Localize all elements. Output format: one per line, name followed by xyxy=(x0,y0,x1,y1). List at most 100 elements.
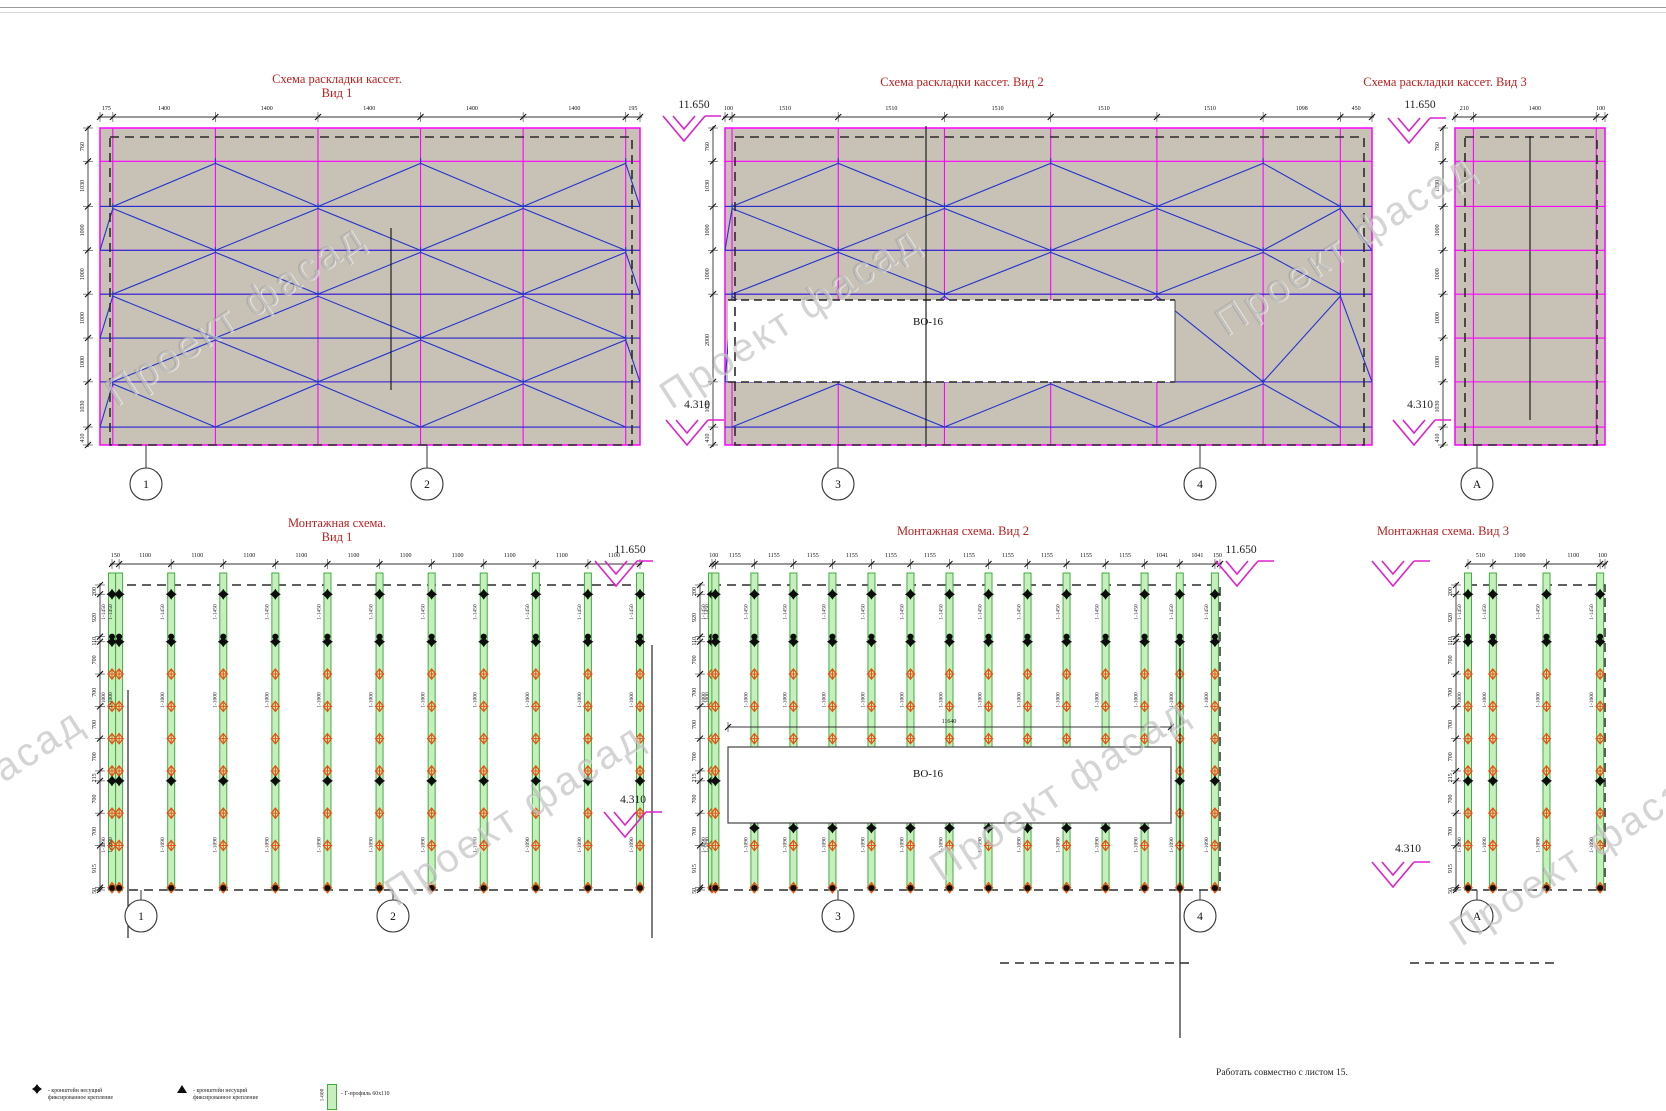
svg-text:11.650: 11.650 xyxy=(614,544,645,556)
svg-text:1030: 1030 xyxy=(705,180,711,192)
svg-text:1100: 1100 xyxy=(608,553,620,559)
svg-text:1-1090: 1-1090 xyxy=(1589,837,1595,853)
svg-text:215: 215 xyxy=(1448,773,1454,782)
svg-text:1-1000: 1-1000 xyxy=(821,692,827,708)
svg-text:1041: 1041 xyxy=(1156,553,1168,559)
svg-text:1-1450: 1-1450 xyxy=(421,604,427,620)
svg-text:175: 175 xyxy=(102,106,111,112)
svg-text:1400: 1400 xyxy=(1529,106,1541,112)
svg-text:1-1000: 1-1000 xyxy=(369,692,375,708)
svg-text:1-1450: 1-1450 xyxy=(101,604,107,620)
svg-text:1-1450: 1-1450 xyxy=(1589,604,1595,620)
title-cassette-view1: Схема раскладки кассет. Вид 1 xyxy=(272,72,402,100)
svg-text:1-1000: 1-1000 xyxy=(1589,692,1595,708)
svg-text:1-1450: 1-1450 xyxy=(212,604,218,620)
svg-text:1-1450: 1-1450 xyxy=(1482,604,1488,620)
svg-text:700: 700 xyxy=(1448,720,1454,729)
svg-text:1510: 1510 xyxy=(1098,106,1110,112)
elevation-mark: 4.310 xyxy=(603,794,662,839)
svg-text:915: 915 xyxy=(1448,864,1454,873)
grid-bubble-A-montage: A xyxy=(1460,890,1494,933)
svg-text:1-1450: 1-1450 xyxy=(1457,604,1463,620)
title-montage-view1: Монтажная схема. Вид 1 xyxy=(288,516,386,544)
svg-text:1-1000: 1-1000 xyxy=(101,692,107,708)
svg-text:1-1000: 1-1000 xyxy=(701,692,707,708)
svg-text:4: 4 xyxy=(1197,911,1203,923)
legend-text: - кронштейн несущий xyxy=(193,1088,248,1094)
svg-text:1-1090: 1-1090 xyxy=(1482,837,1488,853)
svg-text:410: 410 xyxy=(80,434,86,443)
svg-text:1-1000: 1-1000 xyxy=(1204,692,1210,708)
legend-text: - кронштейн несущий xyxy=(48,1088,103,1094)
svg-text:1-1090: 1-1090 xyxy=(743,837,749,853)
svg-text:1-1450: 1-1450 xyxy=(1056,604,1062,620)
svg-text:1-1090: 1-1090 xyxy=(316,837,322,853)
svg-text:450: 450 xyxy=(1352,106,1361,112)
svg-text:1-1000: 1-1000 xyxy=(860,692,866,708)
title-cassette-view2: Схема раскладки кассет. Вид 2 xyxy=(880,75,1044,89)
svg-text:A: A xyxy=(1473,911,1482,923)
svg-text:1000: 1000 xyxy=(705,224,711,236)
elevation-mark: 4.310 xyxy=(1392,399,1451,447)
svg-text:2: 2 xyxy=(390,911,396,923)
svg-text:1155: 1155 xyxy=(963,553,975,559)
svg-text:1-1090: 1-1090 xyxy=(1134,837,1140,853)
svg-text:1-1090: 1-1090 xyxy=(782,837,788,853)
elevation-mark: 4.310 xyxy=(665,399,724,447)
grid-bubble-1-cassette: 1 xyxy=(129,445,163,501)
svg-text:1-1090: 1-1090 xyxy=(821,837,827,853)
svg-text:1-1450: 1-1450 xyxy=(316,604,322,620)
svg-text:1100: 1100 xyxy=(504,553,516,559)
sheet-top-border-2 xyxy=(0,12,1666,13)
grid-bubble-3-montage: 3 xyxy=(821,890,855,933)
svg-text:700: 700 xyxy=(1448,827,1454,836)
svg-text:1000: 1000 xyxy=(80,268,86,280)
svg-text:1000: 1000 xyxy=(80,356,86,368)
svg-text:700: 700 xyxy=(692,752,698,761)
legend-item-profile: 1-600 - Г-профиль 60х110 xyxy=(316,1082,390,1110)
svg-text:1155: 1155 xyxy=(846,553,858,559)
grid-bubble-1-montage: 1 xyxy=(124,890,158,933)
svg-text:1510: 1510 xyxy=(1204,106,1216,112)
elevation-mark: 4.310 xyxy=(1371,843,1430,889)
legend-text: фиксированное крепление xyxy=(193,1095,259,1101)
grid-bubble-2-cassette: 2 xyxy=(410,445,444,501)
svg-text:1-1000: 1-1000 xyxy=(629,692,635,708)
title-line: Монтажная схема. xyxy=(287,516,387,530)
svg-text:1155: 1155 xyxy=(807,553,819,559)
svg-text:200: 200 xyxy=(92,587,98,596)
montage-view-m3: 1-1450 1-1000 1-1090 1-1450 1-1000 1-1090 1-14… xyxy=(1448,553,1609,894)
svg-text:915: 915 xyxy=(692,864,698,873)
svg-text:1-1450: 1-1450 xyxy=(1134,604,1140,620)
svg-text:1-1000: 1-1000 xyxy=(743,692,749,708)
legend-item-triangle-bracket: - кронштейн несущий фиксированное крепле… xyxy=(175,1082,258,1102)
svg-text:1-1090: 1-1090 xyxy=(1056,837,1062,853)
montage-view-m1: 1-1450 1-1000 1-1090 1-1450 1-1000 1-1090 1-14… xyxy=(92,553,646,894)
svg-text:1-1000: 1-1000 xyxy=(1017,692,1023,708)
svg-text:1-1090: 1-1090 xyxy=(1204,837,1210,853)
svg-text:1510: 1510 xyxy=(992,106,1004,112)
svg-text:11.650: 11.650 xyxy=(1225,544,1256,556)
svg-text:1155: 1155 xyxy=(768,553,780,559)
svg-text:1400: 1400 xyxy=(363,106,375,112)
svg-text:1-1000: 1-1000 xyxy=(782,692,788,708)
svg-text:1-1450: 1-1450 xyxy=(1204,604,1210,620)
svg-text:1-1090: 1-1090 xyxy=(421,837,427,853)
svg-text:760: 760 xyxy=(705,142,711,151)
legend: - кронштейн несущий фиксированное крепле… xyxy=(30,1082,412,1110)
svg-text:1-1000: 1-1000 xyxy=(1095,692,1101,708)
svg-text:200: 200 xyxy=(692,587,698,596)
svg-text:1510: 1510 xyxy=(779,106,791,112)
svg-text:1100: 1100 xyxy=(243,553,255,559)
svg-text:1030: 1030 xyxy=(1435,400,1441,412)
legend-bar-label: 1-600 xyxy=(319,1088,326,1102)
svg-text:1041: 1041 xyxy=(1191,553,1203,559)
svg-text:1-1090: 1-1090 xyxy=(1017,837,1023,853)
svg-text:1400: 1400 xyxy=(466,106,478,112)
svg-text:1-1450: 1-1450 xyxy=(701,604,707,620)
svg-text:2: 2 xyxy=(424,479,430,491)
cassette-view-c1: 175 1400 1400 1400 1400 1400 195 760 1030 1000 100… xyxy=(80,106,644,449)
svg-text:700: 700 xyxy=(1448,752,1454,761)
elevation-arrow-extra xyxy=(1371,560,1430,588)
